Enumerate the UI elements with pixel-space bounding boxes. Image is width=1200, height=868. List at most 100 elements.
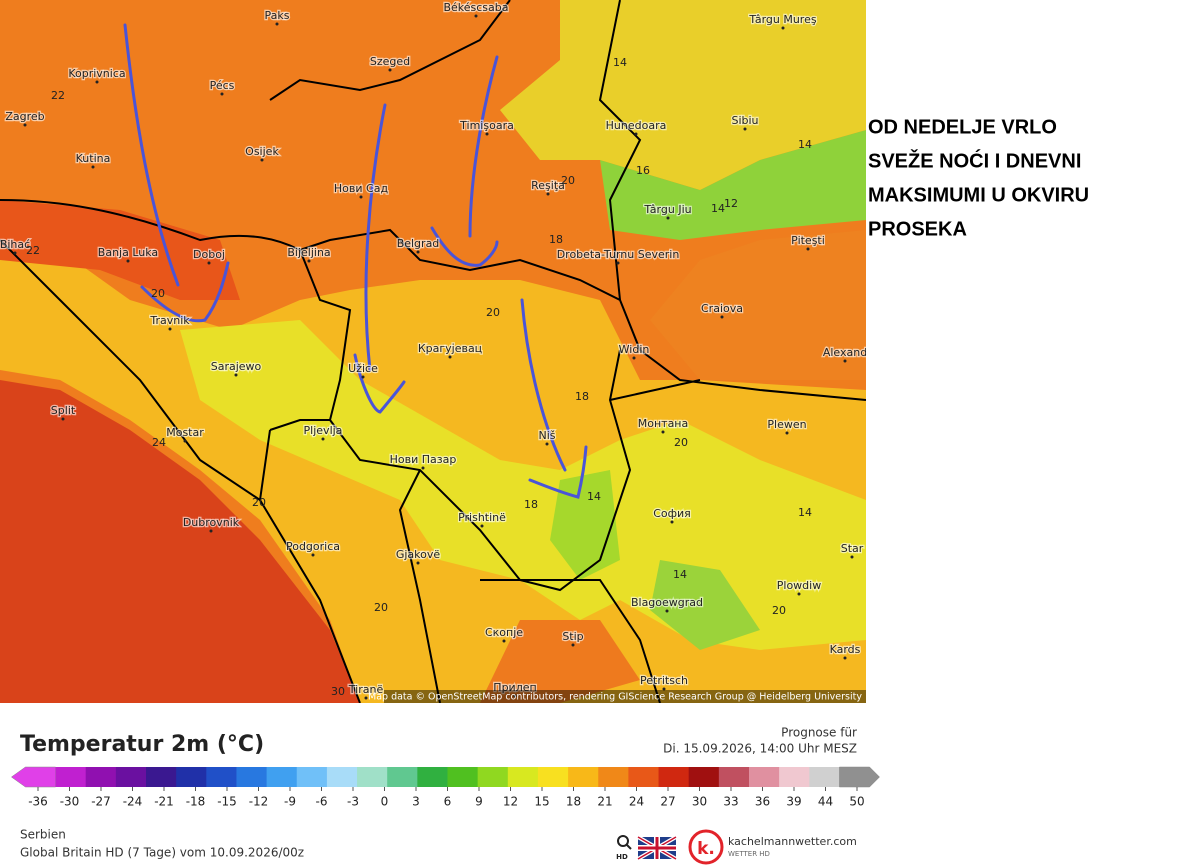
city-label: Niš [538, 429, 555, 442]
isotherm-label: 18 [549, 233, 563, 246]
city-label: Târgu Mureş [748, 13, 816, 26]
hand-drawn-arrows [123, 23, 588, 499]
city-dot [321, 437, 325, 441]
scale-swatch [417, 767, 448, 787]
city-dot [13, 251, 17, 255]
city-dot [359, 195, 363, 199]
city-dot [743, 127, 747, 131]
city-label: Split [51, 404, 76, 417]
city-dot [661, 430, 665, 434]
scale-tick-label: 6 [444, 795, 452, 809]
city-dot [485, 132, 489, 136]
scale-tick-label: -3 [347, 795, 359, 809]
scale-swatch [628, 767, 660, 787]
city-dot [666, 216, 670, 220]
annotation-line: SVEŽE NOĆI I DNEVNI [868, 148, 1081, 172]
city-dot [234, 373, 238, 377]
scale-tick-label: -27 [91, 795, 111, 809]
scale-tick-label: 0 [381, 795, 389, 809]
brand-sub: WETTER HD [728, 850, 770, 858]
city-dot [616, 261, 620, 265]
city-label: Нови Сад [334, 182, 389, 195]
scale-tick-label: -21 [154, 795, 174, 809]
city-dot [168, 327, 172, 331]
city-label: Widin [619, 343, 650, 356]
city-label: Stip [562, 630, 583, 643]
scale-swatch [568, 767, 599, 787]
city-dot [850, 555, 854, 559]
scale-swatch [266, 767, 298, 787]
region: Serbien [20, 828, 66, 842]
isotherm-label: 14 [613, 56, 627, 69]
scale-swatch [146, 767, 177, 787]
city-dot [474, 14, 478, 18]
scale-tick-label: -15 [217, 795, 237, 809]
attribution: Map data © OpenStreetMap contributors, r… [368, 692, 862, 703]
scale-tick-label: 27 [660, 795, 675, 809]
city-dot [502, 639, 506, 643]
isotherm-label: 14 [798, 506, 812, 519]
city-dot [843, 656, 847, 660]
city-dot [91, 165, 95, 169]
city-label: Piteşti [791, 234, 825, 247]
scale-tick-label: 44 [818, 795, 833, 809]
city-label: София [653, 507, 691, 520]
isotherm-label: 14 [711, 202, 725, 215]
city-label: Belgrad [397, 237, 440, 250]
scale-swatch [115, 767, 147, 787]
city-label: Paks [265, 9, 290, 22]
city-label: Békéscsaba [443, 1, 508, 14]
isotherm-label: 22 [26, 244, 40, 257]
city-labels: Paks Békéscsaba Târgu Mureş Koprivnica Pécs S… [0, 0, 866, 700]
city-label: Pljevlja [304, 424, 343, 437]
scale-tick-label: 39 [786, 795, 801, 809]
brand-logo[interactable]: k. [688, 829, 724, 865]
scale-tick-label: 12 [503, 795, 518, 809]
city-label: Zagreb [5, 110, 44, 123]
isotherm-label: 14 [673, 568, 687, 581]
isotherm-label: 18 [524, 498, 538, 511]
city-label: Timişoara [459, 119, 514, 132]
scale-tick-label: 21 [597, 795, 612, 809]
city-label: Podgorica [286, 540, 340, 553]
city-dot [785, 431, 789, 435]
city-dot [634, 132, 638, 136]
city-label: Star [841, 542, 864, 555]
uk-flag[interactable] [636, 835, 678, 861]
scale-swatch [85, 767, 117, 787]
city-label: Pécs [210, 79, 235, 92]
city-label: Крагујевац [418, 342, 482, 355]
city-label: Hunedoara [606, 119, 667, 132]
city-dot [311, 553, 315, 557]
city-dot [183, 439, 187, 443]
scale-arrow [839, 766, 880, 788]
city-dot [513, 694, 517, 698]
scale-tick-label: 33 [723, 795, 738, 809]
city-label: Tiranë [348, 683, 384, 696]
city-label: Gjakovë [396, 548, 441, 561]
city-label: Kutina [76, 152, 111, 165]
scale-tick-label: -30 [60, 795, 80, 809]
city-dot [23, 123, 27, 127]
city-label: Bihać [0, 238, 30, 251]
city-label: Užice [348, 362, 378, 375]
scale-tick-label: -24 [123, 795, 143, 809]
scale-swatch [326, 767, 358, 787]
city-dot [781, 26, 785, 30]
scale-tick-label: 30 [692, 795, 707, 809]
city-label: Kards [830, 643, 861, 656]
scale-swatch [537, 767, 569, 787]
search-icon[interactable] [617, 835, 632, 850]
city-label: Монтана [638, 417, 689, 430]
isotherm-label: 20 [772, 604, 786, 617]
city-label: Szeged [370, 55, 410, 68]
city-label: Târgu Jiu [643, 203, 691, 216]
model-run: Global Britain HD (7 Tage) vom 10.09.202… [20, 846, 304, 860]
isotherm-label: 20 [374, 601, 388, 614]
city-dot [665, 609, 669, 613]
isotherm-label: 20 [252, 496, 266, 509]
city-dot [260, 158, 264, 162]
